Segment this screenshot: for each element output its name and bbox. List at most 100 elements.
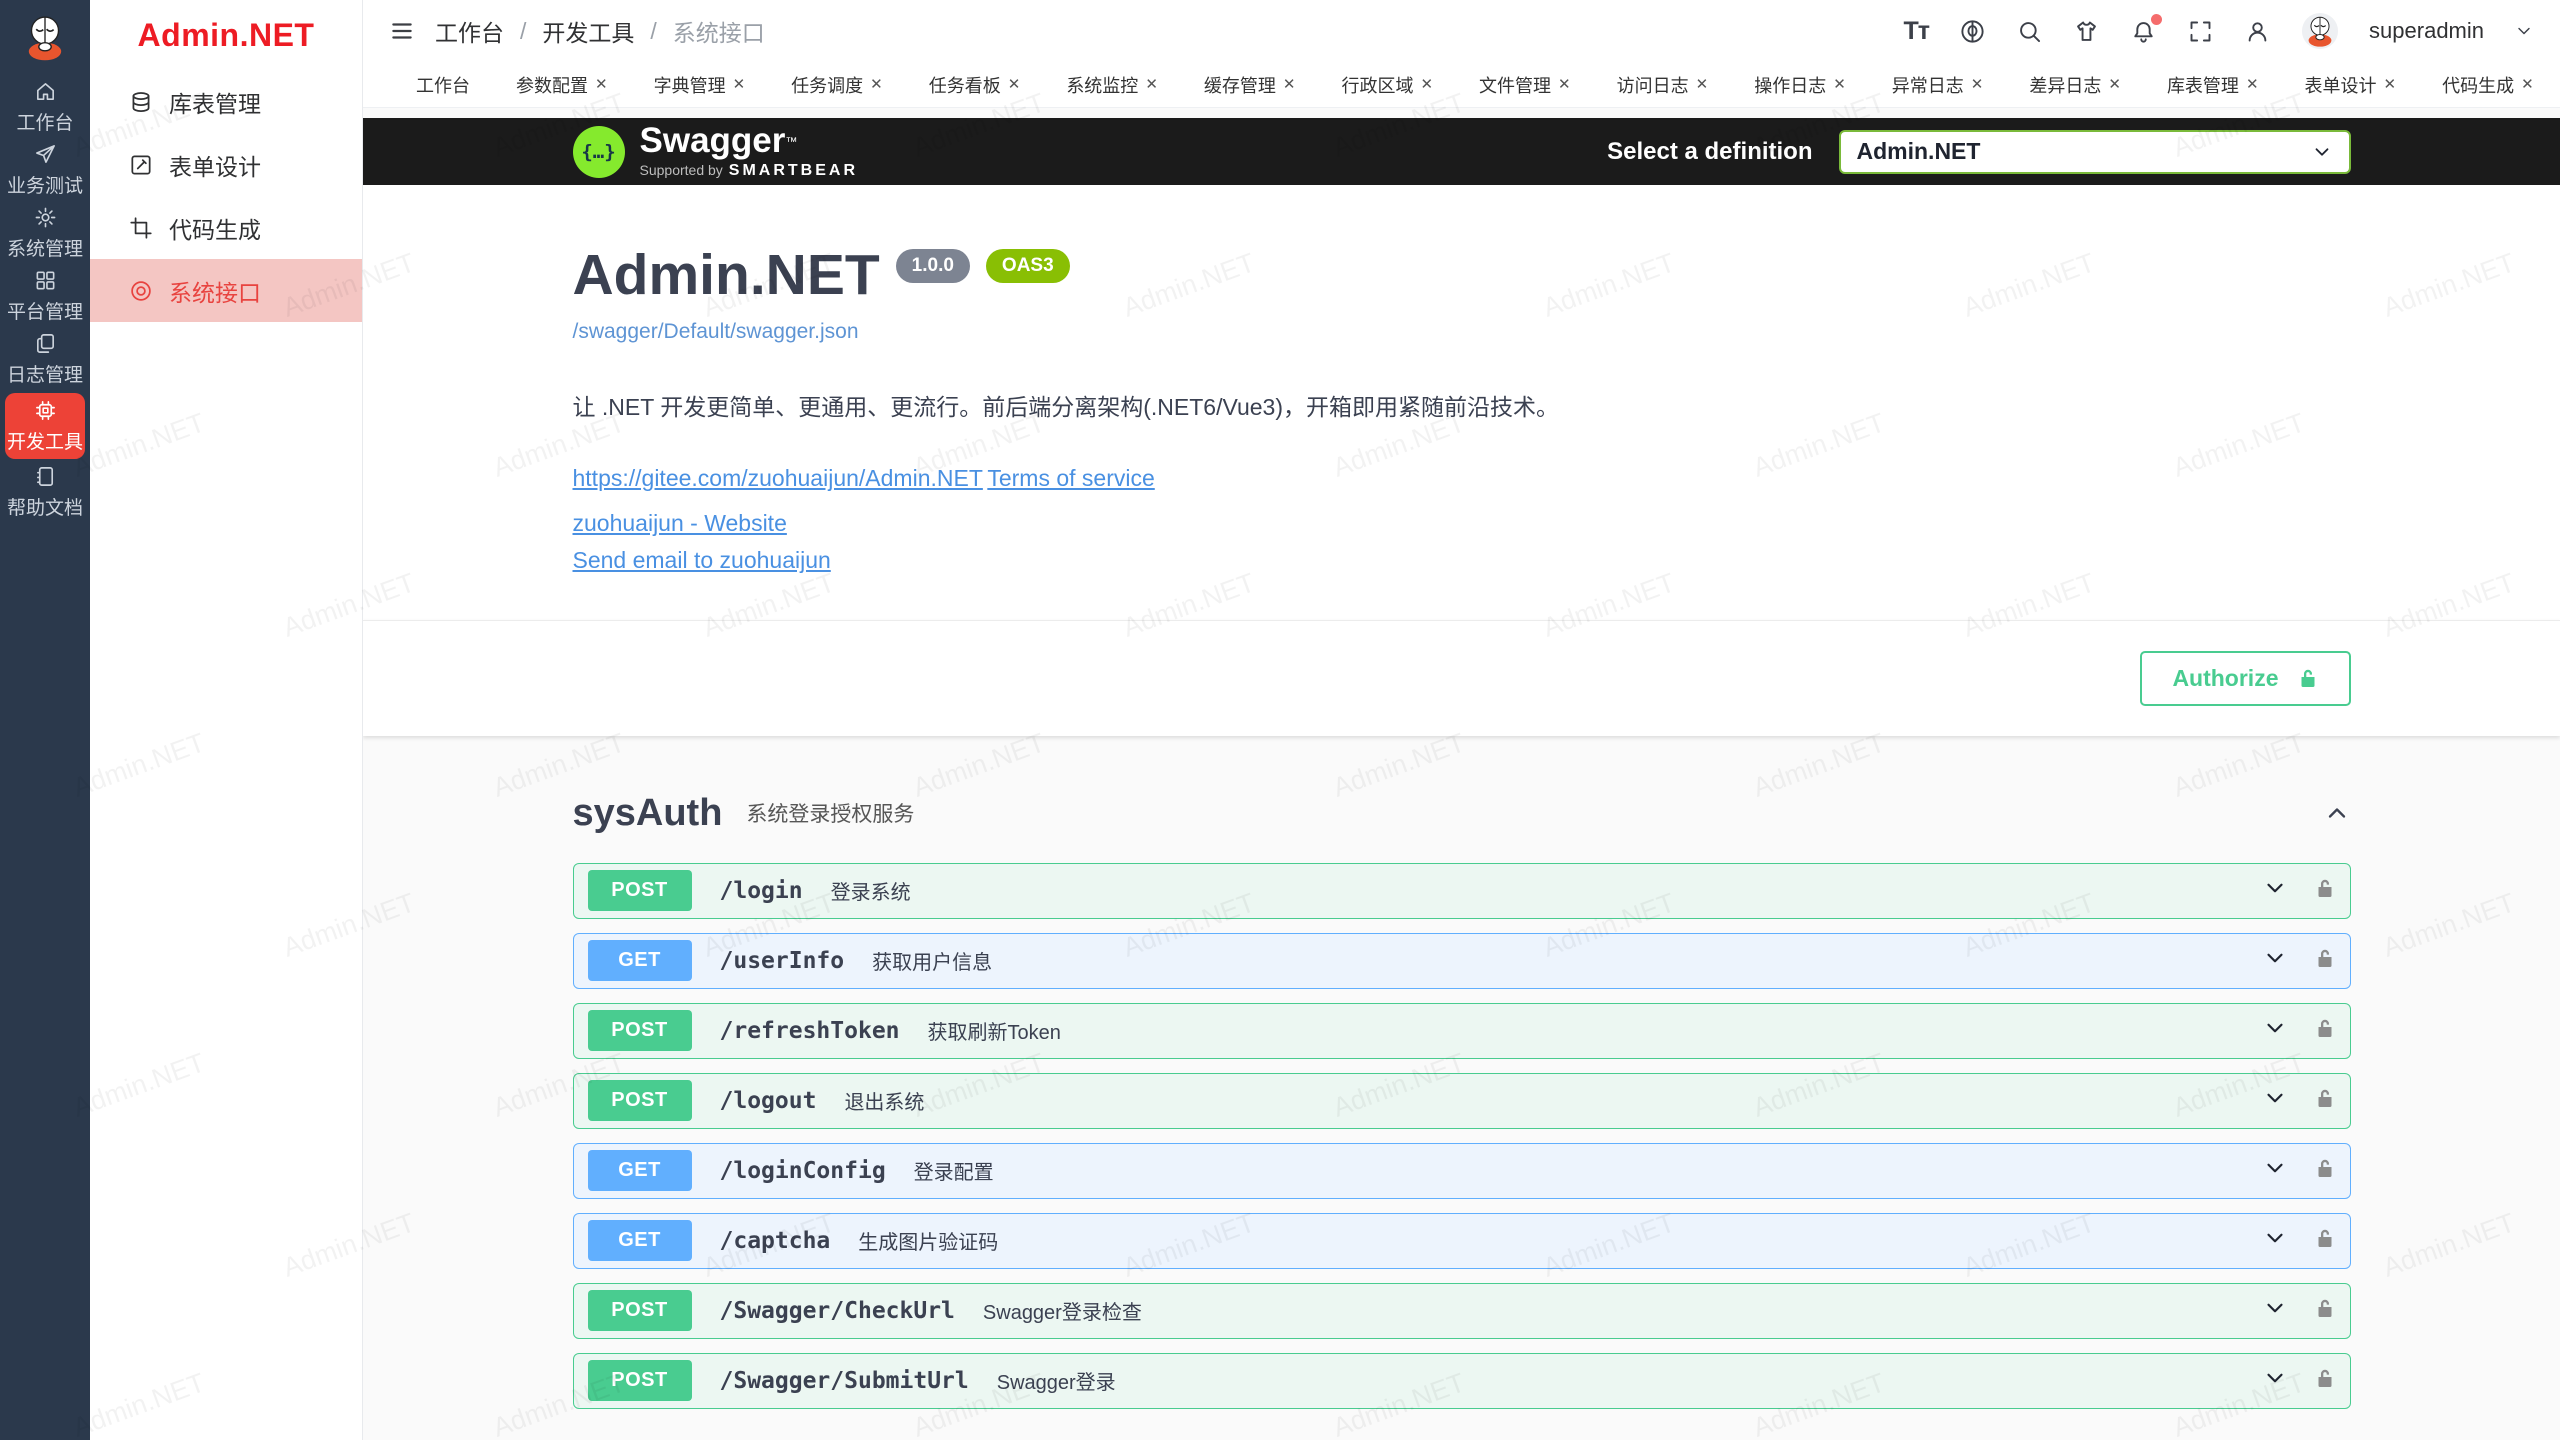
tab[interactable]: 参数配置 ✕	[501, 65, 623, 105]
header-actions: Tᴛ	[1904, 12, 2534, 50]
tab[interactable]: 任务看板 ✕	[914, 65, 1036, 105]
expand-chevron-icon[interactable]	[2262, 1365, 2288, 1396]
expand-chevron-icon[interactable]	[2262, 1015, 2288, 1046]
profile-icon[interactable]	[2244, 18, 2271, 45]
rail-item-label: 系统管理	[6, 239, 83, 260]
tab-close-icon[interactable]: ✕	[595, 76, 608, 93]
tab[interactable]: 字典管理 ✕	[639, 65, 761, 105]
rail-item-dev-tools[interactable]: 开发工具	[5, 393, 85, 459]
tab[interactable]: 缓存管理 ✕	[1189, 65, 1311, 105]
cpu-icon	[35, 400, 55, 420]
expand-chevron-icon[interactable]	[2262, 1085, 2288, 1116]
avatar[interactable]	[2301, 12, 2339, 50]
rail-item-help-docs[interactable]: 帮助文档	[0, 461, 90, 524]
tab-bar: 工作台 ✕ 参数配置 ✕ 字典管理 ✕ 任务调度 ✕ 任务看板 ✕ 系统监控 ✕	[363, 62, 2560, 108]
tab-close-icon[interactable]: ✕	[1007, 76, 1021, 93]
expand-chevron-icon[interactable]	[2262, 945, 2288, 976]
lock-open-icon[interactable]	[2314, 1017, 2336, 1044]
breadcrumb-item[interactable]: 开发工具	[542, 20, 635, 46]
endpoint-row[interactable]: GET /loginConfig 登录配置	[572, 1142, 2351, 1199]
api-icon	[131, 280, 151, 301]
swagger-logo[interactable]: {…} Swagger™ Supported by SMARTBEAR	[572, 123, 859, 180]
expand-chevron-icon[interactable]	[2262, 875, 2288, 906]
tab-close-icon[interactable]: ✕	[1558, 76, 1571, 93]
search-icon[interactable]	[2016, 18, 2043, 45]
lock-open-icon[interactable]	[2314, 1367, 2336, 1394]
rail-item-workbench[interactable]: 工作台	[0, 76, 90, 139]
lock-open-icon[interactable]	[2314, 877, 2336, 904]
expand-chevron-icon[interactable]	[2262, 1225, 2288, 1256]
lock-open-icon[interactable]	[2314, 1087, 2336, 1114]
rail-item-system-mgmt[interactable]: 系统管理	[0, 202, 90, 265]
tab[interactable]: 行政区域 ✕	[1326, 65, 1448, 105]
expand-chevron-icon[interactable]	[2262, 1295, 2288, 1326]
app-logo[interactable]	[0, 0, 90, 76]
notifications-icon[interactable]	[2130, 13, 2163, 45]
tab[interactable]: 代码生成 ✕	[2427, 65, 2549, 105]
api-sections: sysAuth 系统登录授权服务 POST /login 登录系统	[572, 736, 2351, 1440]
lock-open-icon[interactable]	[2314, 1227, 2336, 1254]
tab[interactable]: 异常日志 ✕	[1877, 65, 1999, 105]
tab-close-icon[interactable]: ✕	[1145, 76, 1158, 93]
tab[interactable]: 工作台 ✕	[401, 65, 485, 105]
tab[interactable]: 表单设计 ✕	[2290, 65, 2412, 105]
tab[interactable]: 差异日志 ✕	[2014, 65, 2136, 105]
sidebar-collapse-button[interactable]	[389, 18, 415, 44]
expand-chevron-icon[interactable]	[2262, 1155, 2288, 1186]
tab-close-icon[interactable]: ✕	[1695, 76, 1709, 93]
tab[interactable]: 文件管理 ✕	[1464, 65, 1586, 105]
lock-open-icon[interactable]	[2314, 1157, 2336, 1184]
endpoint-row[interactable]: POST /login 登录系统	[572, 862, 2351, 919]
tab-label: 参数配置	[516, 75, 588, 96]
contact-link[interactable]: zuohuaijun - Website	[572, 509, 787, 536]
sidebar-item-code-gen[interactable]: 代码生成	[90, 196, 362, 259]
tab-close-icon[interactable]: ✕	[2521, 76, 2534, 93]
tab[interactable]: 访问日志 ✕	[1602, 65, 1724, 105]
tab-close-icon[interactable]: ✕	[2383, 76, 2397, 93]
user-menu-chevron-icon[interactable]	[2514, 21, 2534, 41]
rail-item-log-mgmt[interactable]: 日志管理	[0, 328, 90, 391]
endpoint-row[interactable]: POST /Swagger/CheckUrl Swagger登录检查	[572, 1282, 2351, 1339]
tab[interactable]: 库表管理 ✕	[2152, 65, 2274, 105]
endpoint-row[interactable]: GET /userInfo 获取用户信息	[572, 932, 2351, 989]
sidebar-item-system-api[interactable]: 系统接口	[90, 259, 362, 322]
tab-close-icon[interactable]: ✕	[870, 76, 883, 93]
repo-link[interactable]: https://gitee.com/zuohuaijun/Admin.NET	[572, 464, 983, 491]
authorize-button[interactable]: Authorize	[2140, 650, 2351, 706]
tab[interactable]: 任务调度 ✕	[776, 65, 898, 105]
rail-item-platform-mgmt[interactable]: 平台管理	[0, 265, 90, 328]
tab-close-icon[interactable]: ✕	[1833, 76, 1846, 93]
terms-link[interactable]: Terms of service	[987, 464, 1155, 491]
lock-open-icon[interactable]	[2314, 947, 2336, 974]
endpoint-row[interactable]: POST /Swagger/SubmitUrl Swagger登录	[572, 1352, 2351, 1409]
current-user[interactable]: superadmin	[2369, 18, 2484, 43]
endpoint-row[interactable]: GET /captcha 生成图片验证码	[572, 1212, 2351, 1269]
email-link[interactable]: Send email to zuohuaijun	[572, 546, 831, 573]
tab-close-icon[interactable]: ✕	[732, 76, 746, 93]
sidebar-item-db-table[interactable]: 库表管理	[90, 70, 362, 133]
lock-open-icon[interactable]	[2314, 1297, 2336, 1324]
tab[interactable]: 系统监控 ✕	[1051, 65, 1173, 105]
rail-item-business-test[interactable]: 业务测试	[0, 139, 90, 202]
tab-close-icon[interactable]: ✕	[1970, 76, 1984, 93]
endpoint-row[interactable]: POST /logout 退出系统	[572, 1072, 2351, 1129]
tab-close-icon[interactable]: ✕	[1420, 76, 1434, 93]
endpoint-summary: 获取用户信息	[872, 952, 993, 974]
endpoint-list: POST /login 登录系统 GET /userInfo 获取	[572, 862, 2351, 1409]
section-sysuser: sysUser 系统用户服务	[573, 1409, 2351, 1440]
endpoint-row[interactable]: POST /refreshToken 获取刷新Token	[572, 1002, 2351, 1059]
definition-select[interactable]: Admin.NET	[1838, 129, 2351, 174]
tab[interactable]: 操作日志 ✕	[1739, 65, 1861, 105]
font-size-icon[interactable]: Tᴛ	[1903, 16, 1930, 45]
tab-close-icon[interactable]: ✕	[2108, 76, 2121, 93]
language-icon[interactable]	[1959, 18, 1986, 45]
breadcrumb-item[interactable]: 工作台	[435, 20, 504, 46]
spec-url-link[interactable]: /swagger/Default/swagger.json	[572, 320, 859, 343]
sidebar-item-form-design[interactable]: 表单设计	[90, 133, 362, 196]
tab-close-icon[interactable]: ✕	[2245, 76, 2259, 93]
collapse-chevron-icon[interactable]	[2323, 799, 2351, 827]
fullscreen-icon[interactable]	[2187, 18, 2214, 45]
theme-icon[interactable]	[2073, 18, 2100, 45]
tab-close-icon[interactable]: ✕	[1282, 76, 1296, 93]
section-header[interactable]: sysAuth 系统登录授权服务	[573, 778, 2351, 849]
